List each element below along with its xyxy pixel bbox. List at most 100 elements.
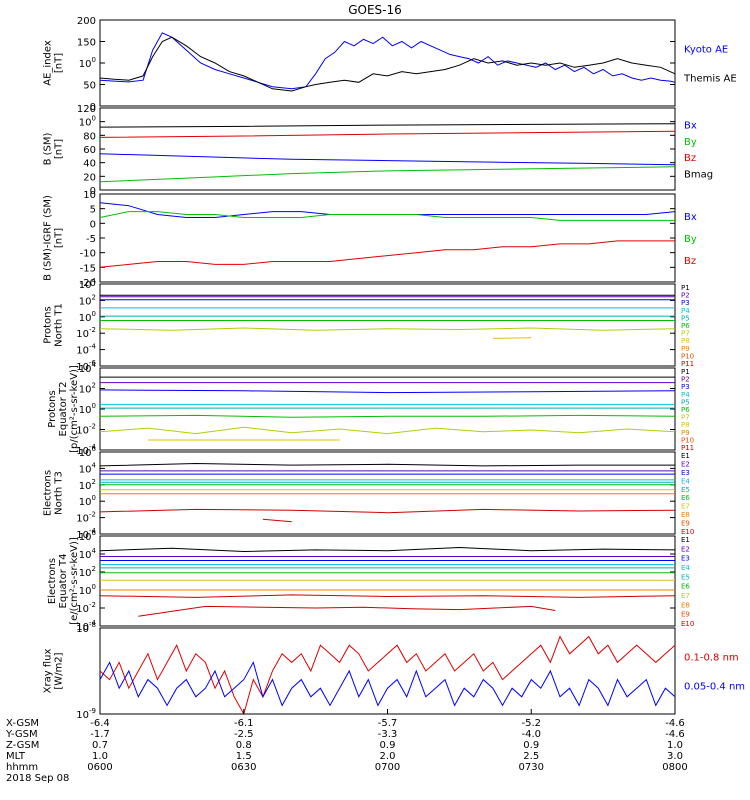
- legend-entry: E5: [681, 486, 690, 494]
- y-axis-label: [nT]: [54, 53, 65, 73]
- legend-entry: E1: [681, 452, 690, 460]
- legend-entry: P11: [681, 444, 694, 452]
- y-axis-label: Equator T4: [58, 554, 69, 609]
- legend-entry: Bmag: [684, 170, 713, 181]
- legend-entry: E10: [681, 528, 694, 536]
- legend-entry: P8: [681, 337, 690, 345]
- legend-entry: E5: [681, 573, 690, 581]
- legend-entry: E6: [681, 494, 690, 502]
- legend-entry: E4: [681, 564, 690, 572]
- legend-entry: E4: [681, 477, 690, 485]
- series-bz: [99, 240, 675, 268]
- y-axis-label: Protons: [43, 306, 54, 343]
- x-axis-row-label: Y-GSM: [5, 729, 38, 740]
- x-axis-value: 0600: [87, 762, 112, 773]
- y-tick-label: 0: [90, 102, 96, 113]
- legend-entry: E7: [681, 503, 690, 511]
- y-tick-label: 200: [77, 16, 96, 27]
- y-tick-label: 120: [77, 104, 96, 115]
- x-axis-value: -4.6: [665, 718, 685, 729]
- y-tick-label: 104: [79, 461, 97, 475]
- y-axis-label: [nT]: [54, 139, 65, 159]
- x-axis-value: 0800: [662, 762, 687, 773]
- legend-entry: E9: [681, 611, 690, 619]
- x-axis-value: -4.6: [665, 729, 685, 740]
- panel-frame: [99, 535, 676, 627]
- series-bx: [99, 202, 676, 218]
- y-tick-label: 150: [77, 38, 96, 49]
- y-tick-label: 100: [79, 310, 96, 324]
- legend-entry: P4: [681, 307, 690, 315]
- x-axis-value: 2.5: [523, 751, 539, 762]
- y-tick-label: 106: [79, 445, 97, 459]
- x-axis-table: X-GSM -6.4 -6.1 -5.7 -5.2 -4.6 Y-GSM -1.7 -2.5 -3…: [5, 709, 688, 784]
- legend-entry: P3: [681, 383, 690, 391]
- y-tick-label: 0: [90, 219, 96, 230]
- panel-frame: [99, 193, 676, 283]
- series-0-1-0-8-nm: [99, 635, 676, 716]
- legend-entry: P11: [681, 360, 694, 368]
- series-e1: [99, 546, 676, 553]
- y-tick-label: 10-2: [76, 511, 96, 525]
- legend-entry: E6: [681, 583, 690, 591]
- y-axis-label: Electrons: [43, 470, 54, 516]
- series-e9: [99, 594, 676, 598]
- series-p8: [492, 337, 532, 339]
- y-tick-label: 10-8: [76, 621, 96, 635]
- legend-entry: E2: [681, 460, 690, 468]
- y-tick-label: -20: [80, 278, 96, 289]
- y-tick-label: 102: [79, 478, 96, 492]
- x-axis-value: -1.7: [90, 729, 110, 740]
- series-0-05-0-4-nm: [99, 661, 676, 707]
- y-axis-label: Protons: [47, 390, 58, 427]
- legend-entry: P1: [681, 368, 690, 376]
- series-p7: [99, 426, 676, 435]
- series-kyoto-ae: [99, 32, 676, 90]
- legend-entry: P7: [681, 414, 690, 422]
- legend-entry: E3: [681, 469, 690, 477]
- y-axis-label: [e/(cm²-s-sr-keV)]: [69, 537, 80, 625]
- date-label: 2018 Sep 08: [6, 773, 69, 784]
- series-e9: [99, 508, 676, 514]
- x-axis-value: -6.1: [234, 718, 254, 729]
- legend-entry: Themis AE: [683, 73, 737, 84]
- panel-frame: [99, 283, 676, 367]
- legend-entry: E3: [681, 555, 690, 563]
- series-by: [99, 166, 676, 183]
- x-axis-row-label: MLT: [6, 751, 26, 762]
- legend-entry: P2: [681, 292, 690, 300]
- y-axis-label: Equator T2: [58, 382, 69, 437]
- x-axis-row-label: X-GSM: [6, 718, 39, 729]
- x-axis-value: 1.0: [92, 751, 108, 762]
- y-tick-label: 100: [79, 583, 96, 597]
- x-axis-value: 0.8: [236, 740, 252, 751]
- series-e10: [262, 518, 292, 523]
- x-axis-value: 0.9: [523, 740, 539, 751]
- legend-entry: P6: [681, 322, 690, 330]
- y-tick-label: -5: [86, 234, 96, 245]
- legend-entry: P7: [681, 330, 690, 338]
- y-axis-label: North T1: [54, 303, 65, 347]
- series-e10: [138, 605, 556, 617]
- legend-entry: Bz: [684, 153, 696, 164]
- plot-title: GOES-16: [348, 3, 402, 17]
- y-tick-label: 0: [90, 186, 96, 197]
- panel-ae: 0 50 100 150 200 AE_index [nT] Kyoto AE Themis A…: [43, 16, 737, 113]
- x-axis-value: 2.0: [380, 751, 396, 762]
- series-e1: [99, 462, 675, 467]
- legend-entry: P5: [681, 314, 690, 322]
- y-tick-label: 102: [79, 565, 96, 579]
- series-p7: [99, 327, 676, 331]
- legend-entry: E1: [681, 536, 690, 544]
- legend-entry: P4: [681, 391, 690, 399]
- y-tick-label: 5: [90, 205, 96, 216]
- legend-entry: E2: [681, 545, 690, 553]
- x-axis-value: 3.0: [667, 751, 683, 762]
- x-axis-value: 0.7: [92, 740, 108, 751]
- legend-entry: E7: [681, 592, 690, 600]
